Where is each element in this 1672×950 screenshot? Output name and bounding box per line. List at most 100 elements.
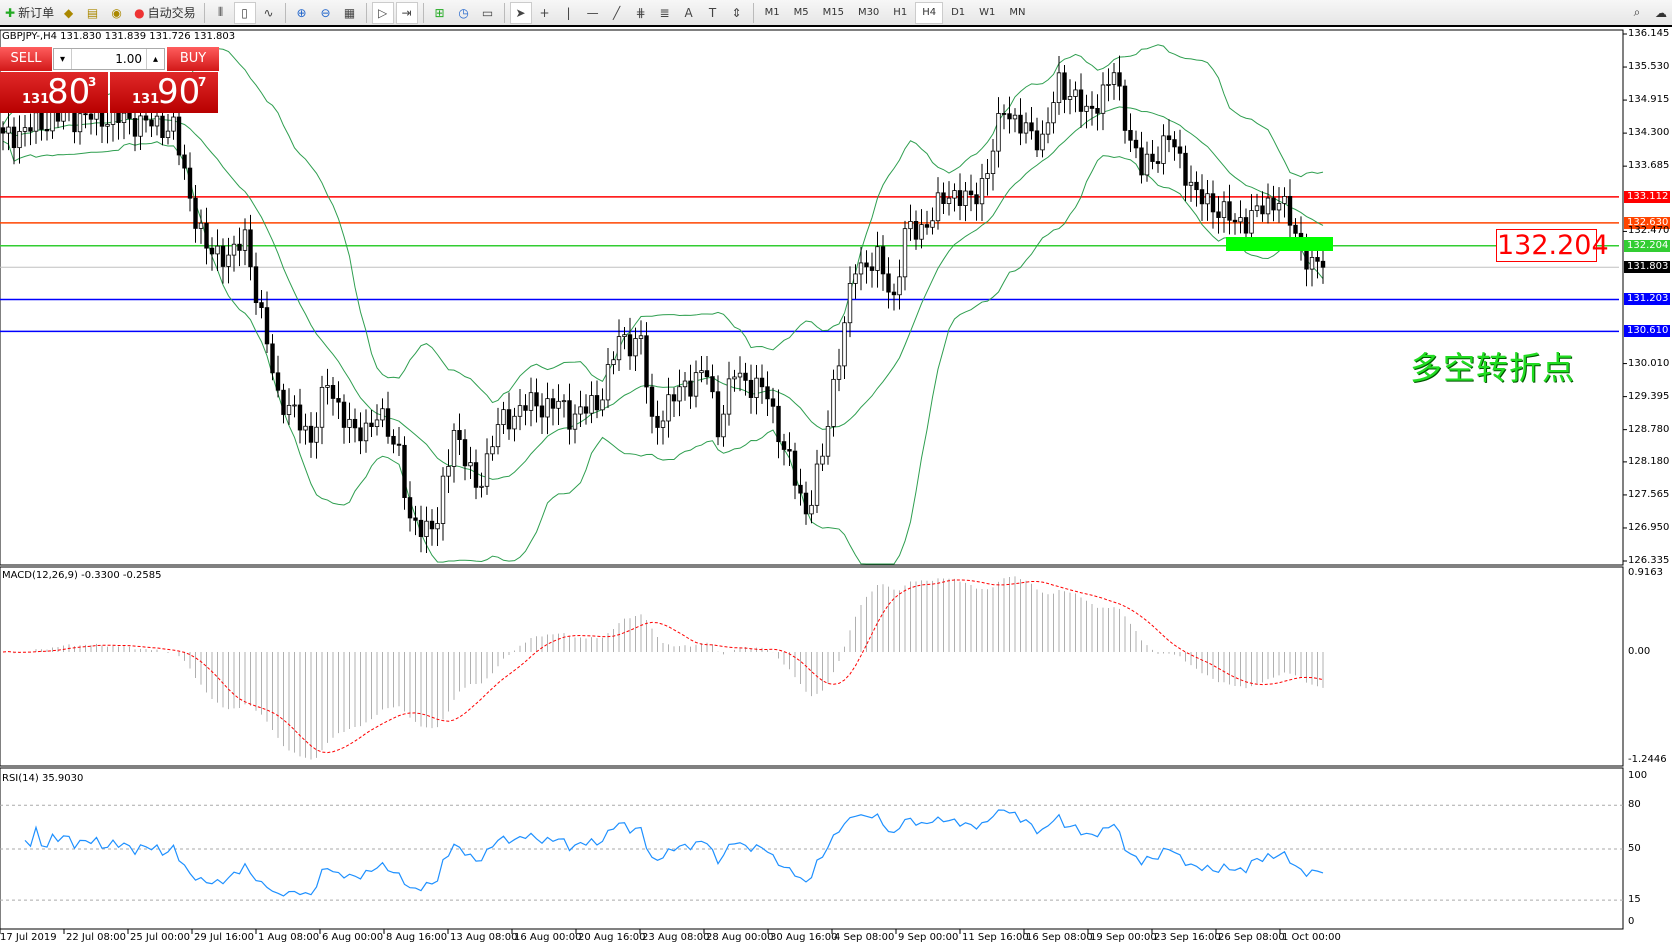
zoom-out-button[interactable]: ⊖ [315, 2, 337, 24]
candle-body [1144, 153, 1150, 176]
timeframe-h4[interactable]: H4 [915, 1, 944, 24]
candle-body [572, 413, 578, 430]
horizontal-line-button[interactable]: — [582, 2, 604, 24]
candle-body [88, 113, 94, 120]
candle-body [897, 276, 902, 296]
clock-button[interactable]: ◷ [453, 2, 475, 24]
candle-body [176, 116, 182, 156]
candle-body [567, 400, 572, 430]
add-indicator-button[interactable]: ⊞ [429, 2, 451, 24]
text-button[interactable]: A [678, 2, 700, 24]
candle-body [649, 386, 655, 417]
timeframe-mn[interactable]: MN [1009, 7, 1026, 18]
candle-body [138, 115, 143, 137]
candle-body [985, 173, 990, 179]
candle-body [297, 404, 303, 431]
rsi-axis-label: 50 [1628, 843, 1641, 854]
timeframe-m15[interactable]: M15 [822, 7, 844, 18]
bar-chart-button[interactable]: ⫴ [210, 2, 232, 24]
chart-shift-button[interactable]: ⇥ [395, 1, 418, 24]
arrow-button[interactable]: ⇕ [726, 2, 748, 24]
tile-button[interactable]: ▦ [339, 2, 361, 24]
candle-body [979, 178, 985, 205]
candle-body [1194, 181, 1199, 191]
navigator-button[interactable]: ▤ [83, 2, 105, 24]
macd-axis-label: -1.2446 [1628, 754, 1667, 765]
zoom-in-button[interactable]: ⊕ [291, 2, 313, 24]
vertical-line-button[interactable]: | [558, 2, 580, 24]
increase-lot-button[interactable]: ▴ [146, 49, 164, 69]
time-axis-label: 22 Jul 08:00 [66, 932, 126, 943]
candle-body [1100, 84, 1106, 114]
timeframe-h1[interactable]: H1 [893, 7, 908, 18]
trendline-icon: ╱ [612, 5, 621, 20]
trendline-button[interactable]: ╱ [606, 2, 628, 24]
sell-price[interactable]: 131 80 3 [0, 72, 108, 113]
bollinger-upper [2, 44, 1324, 404]
market-watch-button[interactable]: ◆ [59, 2, 81, 24]
rsi-line [24, 809, 1324, 897]
price-axis-label: 126.335 [1628, 555, 1670, 566]
fibonacci-button[interactable]: ⋕ [630, 2, 652, 24]
candle-body [831, 378, 836, 427]
price-annotation[interactable]: 132.204 [1496, 229, 1609, 262]
arrow-icon: ⇕ [731, 5, 742, 20]
new-order-button[interactable]: ✚ 新订单 [2, 2, 57, 24]
candle-body [341, 401, 347, 428]
autoscroll-button[interactable]: ▷ [371, 1, 394, 24]
sell-button[interactable]: SELL [0, 47, 52, 71]
timeframe-d1[interactable]: D1 [951, 7, 966, 18]
support-zone-highlight [1226, 237, 1333, 251]
candle-body [1320, 260, 1326, 268]
timeframe-w1[interactable]: W1 [979, 7, 996, 18]
lot-input[interactable]: 1.00 [115, 52, 142, 66]
candle-body [941, 192, 946, 204]
search-button[interactable]: ⌕ [1626, 2, 1648, 24]
fibo-channel-button[interactable]: ≣ [654, 2, 676, 24]
candle-body [682, 380, 688, 388]
macd-axis-label: 0.9163 [1628, 567, 1663, 578]
candle-body [468, 462, 473, 467]
time-axis-label: 1 Aug 08:00 [258, 932, 320, 943]
candle-body [0, 127, 6, 134]
label-button[interactable]: T [702, 2, 724, 24]
toolbar-separator [422, 2, 424, 23]
candle-body [803, 492, 809, 515]
chat-button[interactable]: ☁ [1650, 2, 1672, 24]
candle-body [809, 504, 814, 515]
candle-body [737, 372, 743, 378]
candle-body [1221, 201, 1227, 218]
buy-button[interactable]: BUY [167, 47, 219, 71]
buy-price[interactable]: 131 90 7 [110, 72, 218, 113]
price-tag: 132.204 [1624, 239, 1670, 252]
candle-body [1166, 135, 1172, 141]
candle-body [930, 220, 935, 228]
candle-body [501, 409, 506, 426]
turning-point-annotation[interactable]: 多空转折点 [1410, 349, 1576, 387]
candle-body [957, 190, 963, 206]
candlestick-button[interactable]: ▯ [233, 1, 256, 24]
candle-body [1023, 122, 1029, 134]
time-axis-label: 6 Aug 00:00 [322, 932, 384, 943]
signals-button[interactable]: ◉ [107, 2, 129, 24]
candle-body [754, 377, 759, 398]
candle-body [215, 245, 220, 255]
zoom-out-icon: ⊖ [320, 5, 331, 20]
template-button[interactable]: ▭ [477, 2, 499, 24]
candle-body [253, 266, 259, 304]
database-icon: ▤ [86, 5, 99, 20]
candle-body [589, 395, 594, 414]
timeframe-m1[interactable]: M1 [764, 7, 780, 18]
line-chart-button[interactable]: ∿ [258, 2, 280, 24]
decrease-lot-button[interactable]: ▾ [54, 49, 72, 69]
cursor-button[interactable]: ➤ [509, 1, 532, 24]
rsi-label: RSI(14) 35.9030 [2, 773, 84, 784]
timeframe-m30[interactable]: M30 [857, 7, 880, 18]
candle-body [83, 113, 88, 116]
timeframe-m5[interactable]: M5 [793, 7, 809, 18]
candle-body [1271, 197, 1276, 211]
crosshair-button[interactable]: + [534, 2, 556, 24]
auto-trading-button[interactable]: ● 自动交易 [131, 2, 199, 24]
lot-stepper[interactable]: ▾ 1.00 ▴ [53, 48, 165, 70]
